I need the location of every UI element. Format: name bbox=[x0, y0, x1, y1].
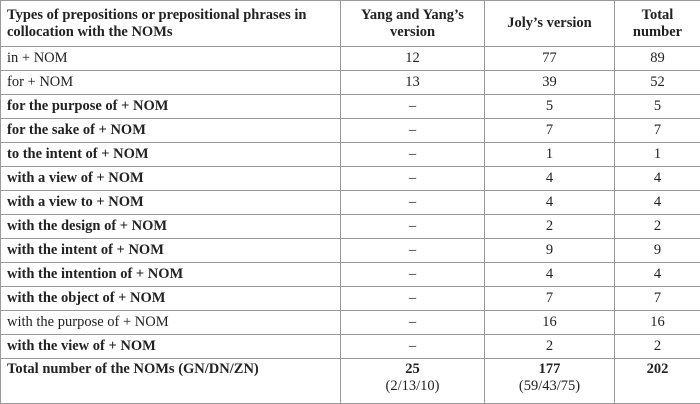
header-cell: Yang and Yang’s version bbox=[341, 1, 485, 47]
header-row: Types of prepositions or prepositional p… bbox=[1, 1, 700, 47]
total-detail: (2/13/10) bbox=[347, 378, 478, 395]
table-cell: with a view to + NOM bbox=[1, 191, 341, 215]
table-cell: with the intention of + NOM bbox=[1, 263, 341, 287]
table-cell: 77 bbox=[485, 47, 615, 71]
total-cell: 25(2/13/10) bbox=[341, 359, 485, 404]
table-cell: for + NOM bbox=[1, 71, 341, 95]
table-cell: – bbox=[341, 167, 485, 191]
table-cell: 9 bbox=[485, 239, 615, 263]
table-cell: 89 bbox=[615, 47, 700, 71]
table-cell: 2 bbox=[485, 215, 615, 239]
table-cell: 39 bbox=[485, 71, 615, 95]
table-cell: 13 bbox=[341, 71, 485, 95]
table-cell: 4 bbox=[615, 167, 700, 191]
total-label: Total number of the NOMs (GN/DN/ZN) bbox=[1, 359, 341, 404]
table-cell: 7 bbox=[615, 119, 700, 143]
table-cell: – bbox=[341, 191, 485, 215]
table-cell: 2 bbox=[485, 335, 615, 359]
total-row: Total number of the NOMs (GN/DN/ZN)25(2/… bbox=[1, 359, 700, 404]
table-cell: 5 bbox=[485, 95, 615, 119]
table-cell: 4 bbox=[485, 263, 615, 287]
table-cell: with the design of + NOM bbox=[1, 215, 341, 239]
table-cell: to the intent of + NOM bbox=[1, 143, 341, 167]
table-cell: 4 bbox=[485, 191, 615, 215]
table-cell: for the sake of + NOM bbox=[1, 119, 341, 143]
table-cell: 7 bbox=[485, 287, 615, 311]
table-cell: 16 bbox=[485, 311, 615, 335]
table-cell: – bbox=[341, 239, 485, 263]
header-cell: Types of prepositions or prepositional p… bbox=[1, 1, 341, 47]
table-cell: with the view of + NOM bbox=[1, 335, 341, 359]
total-value: 177 bbox=[539, 361, 561, 377]
table-header: Types of prepositions or prepositional p… bbox=[1, 1, 700, 47]
table-cell: 12 bbox=[341, 47, 485, 71]
table-cell: 2 bbox=[615, 215, 700, 239]
table-cell: 16 bbox=[615, 311, 700, 335]
table-cell: 4 bbox=[615, 191, 700, 215]
total-detail: (59/43/75) bbox=[491, 378, 608, 395]
table-cell: with the purpose of + NOM bbox=[1, 311, 341, 335]
total-cell: 202 bbox=[615, 359, 700, 404]
table-cell: 7 bbox=[615, 287, 700, 311]
table-cell: with the intent of + NOM bbox=[1, 239, 341, 263]
table-cell: – bbox=[341, 143, 485, 167]
table-cell: 5 bbox=[615, 95, 700, 119]
header-cell: Total number bbox=[615, 1, 700, 47]
header-cell: Joly’s version bbox=[485, 1, 615, 47]
table-cell: for the purpose of + NOM bbox=[1, 95, 341, 119]
table-cell: 1 bbox=[615, 143, 700, 167]
table-cell: in + NOM bbox=[1, 47, 341, 71]
table-cell: – bbox=[341, 119, 485, 143]
total-cell: 177(59/43/75) bbox=[485, 359, 615, 404]
table-cell: 4 bbox=[615, 263, 700, 287]
table-cell: – bbox=[341, 311, 485, 335]
table-cell: – bbox=[341, 95, 485, 119]
table-cell: – bbox=[341, 335, 485, 359]
total-value: 25 bbox=[405, 361, 420, 377]
table-cell: 4 bbox=[485, 167, 615, 191]
table-cell: 7 bbox=[485, 119, 615, 143]
table-cell: 1 bbox=[485, 143, 615, 167]
table-cell: – bbox=[341, 287, 485, 311]
table-cell: – bbox=[341, 215, 485, 239]
table-cell: 52 bbox=[615, 71, 700, 95]
table-cell: – bbox=[341, 263, 485, 287]
table-cell: with the object of + NOM bbox=[1, 287, 341, 311]
table-cell: 2 bbox=[615, 335, 700, 359]
table-cell: with a view of + NOM bbox=[1, 167, 341, 191]
table-cell: 9 bbox=[615, 239, 700, 263]
